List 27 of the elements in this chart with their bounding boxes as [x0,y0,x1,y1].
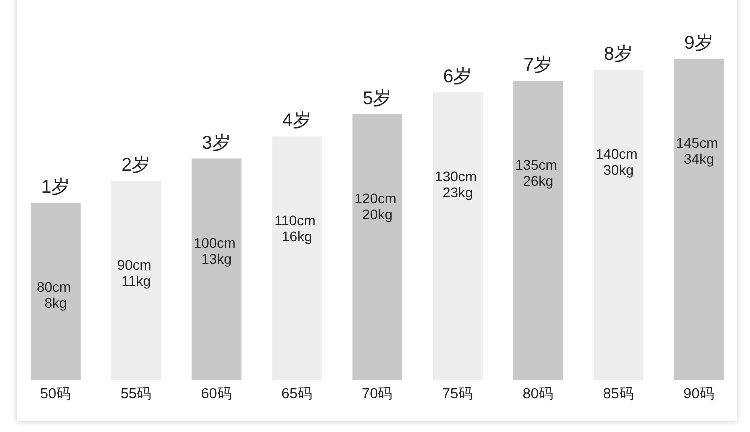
annotation: 3岁 [202,132,232,153]
x-tick-label: 50码 [40,386,72,402]
data-label: 140cm 30kg [596,146,642,178]
annotation: 5岁 [362,87,392,108]
data-label: 130cm 23kg [435,168,481,200]
data-label: 110cm 16kg [274,212,320,245]
x-tick-label: 90码 [684,386,715,402]
x-tick-label: 55码 [120,386,152,402]
data-label: 135cm 26kg [515,157,562,190]
annotation: 2岁 [122,154,152,175]
x-tick-label: 70码 [362,386,394,402]
x-tick-label: 65码 [282,386,313,402]
annotation: 8岁 [604,43,634,64]
data-label: 90cm 11kg [117,256,156,289]
annotation: 7岁 [524,54,554,76]
annotation: 9岁 [684,32,714,53]
data-label: 80cm 8kg [36,279,76,312]
data-label: 120cm 20kg [354,190,401,222]
x-tick-label: 80码 [522,386,554,402]
data-label: 145cm 34kg [676,135,722,167]
data-label: 100cm 13kg [194,234,240,267]
annotation: 4岁 [282,110,312,131]
x-tick-label: 75码 [442,386,474,402]
x-tick-label: 85码 [603,386,634,402]
x-tick-label: 60码 [201,386,232,402]
annotation: 6岁 [443,65,473,86]
annotation: 1岁 [41,176,71,198]
